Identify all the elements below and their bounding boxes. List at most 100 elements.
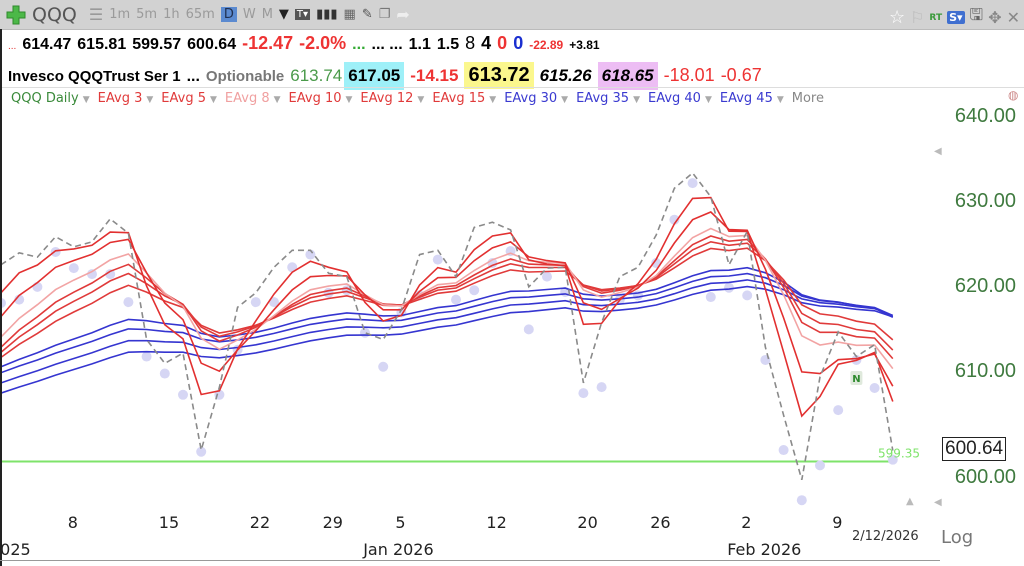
low-dot — [469, 285, 480, 296]
close-icon[interactable]: ✕ — [1006, 8, 1020, 27]
legend-label: EAvg 45 — [719, 91, 773, 106]
timeframe-1h[interactable]: 1h — [163, 7, 180, 22]
low-dot — [705, 292, 716, 303]
month-label: Feb 2026 — [727, 540, 802, 559]
legend-eavg-15[interactable]: EAvg 15 ▼ — [432, 91, 496, 106]
low-dot — [523, 324, 534, 335]
ema-30-line — [2, 266, 894, 368]
legend-label: EAvg 3 — [97, 91, 143, 106]
low-dot — [887, 454, 898, 465]
dots-green: ... — [352, 36, 366, 53]
timeframe-1m[interactable]: 1m — [109, 7, 131, 22]
symbol-label[interactable]: QQQ — [32, 3, 77, 26]
low-dot — [432, 254, 443, 265]
legend-label: EAvg 5 — [161, 91, 206, 106]
current-date: 2/12/2026 — [852, 529, 919, 544]
legend-main-label: QQQ Daily — [11, 91, 79, 106]
legend-main[interactable]: QQQ Daily ▼ — [11, 91, 90, 106]
timeframe-dropdown-icon[interactable]: ▼ — [278, 7, 289, 22]
legend-eavg-45[interactable]: EAvg 45 ▼ — [720, 91, 784, 106]
legend-eavg-5[interactable]: EAvg 5 ▼ — [161, 91, 217, 106]
low-dot — [760, 354, 771, 365]
low-dot — [596, 382, 607, 393]
support-line-label: 599.35 — [878, 447, 920, 461]
legend-eavg-3[interactable]: EAvg 3 ▼ — [98, 91, 154, 106]
legend-label: EAvg 30 — [504, 91, 558, 106]
price-change: -12.47 — [242, 33, 294, 53]
menu-icon[interactable]: ☰ — [88, 5, 104, 24]
share-arrow-icon[interactable]: ➦ — [396, 5, 410, 24]
legend-eavg-30[interactable]: EAvg 30 ▼ — [504, 91, 568, 106]
y-axis-label: 620.00 — [954, 275, 1016, 297]
plot-area: N 599.35 — [2, 171, 920, 506]
x-axis-label: 8 — [67, 513, 78, 532]
low-dot — [360, 327, 370, 338]
legend-label: EAvg 40 — [647, 91, 701, 106]
scroll-up-icon[interactable]: ▲ — [906, 496, 914, 507]
chevron-down-icon[interactable]: ▼ — [633, 95, 640, 105]
legend-eavg-40[interactable]: EAvg 40 ▼ — [648, 91, 712, 106]
save-icon[interactable]: 🖫 — [969, 5, 984, 24]
timeframe-65m[interactable]: 65m — [185, 7, 215, 22]
legend-eavg-12[interactable]: EAvg 12 ▼ — [360, 91, 424, 106]
price-change-pct: -2.0% — [299, 33, 347, 53]
value-p1: 613.74 — [290, 66, 343, 85]
x-axis-label: 26 — [650, 513, 671, 532]
x-axis-label: 22 — [249, 513, 271, 532]
legend-eavg-10[interactable]: EAvg 10 ▼ — [289, 91, 353, 106]
layers-icon[interactable]: ❐ — [378, 7, 391, 22]
low-dot — [87, 269, 97, 280]
ema-35-line — [2, 272, 894, 374]
flag-icon[interactable]: ⚐ — [910, 8, 925, 27]
timeframe-w[interactable]: W — [242, 7, 256, 22]
ema-5-line — [2, 211, 894, 387]
chevron-down-icon[interactable]: ▼ — [82, 95, 90, 105]
value-p4: 613.72 — [464, 62, 534, 89]
add-symbol-icon[interactable] — [6, 5, 26, 25]
pencil-icon[interactable]: ✎ — [361, 7, 373, 22]
grid-add-icon[interactable]: ▦ — [343, 7, 356, 22]
legend-label: EAvg 10 — [288, 91, 342, 106]
s-dropdown-button[interactable]: S▾ — [947, 11, 965, 24]
chevron-down-icon[interactable]: ▼ — [776, 95, 784, 105]
timeframe-d[interactable]: D — [220, 7, 237, 22]
value-p5: 615.26 — [539, 66, 592, 85]
chevron-down-icon[interactable]: ▼ — [345, 95, 353, 105]
low-dot — [305, 249, 316, 260]
low-dot — [159, 368, 170, 379]
timeframe-m[interactable]: M — [261, 7, 273, 22]
chevron-down-icon[interactable]: ▼ — [561, 95, 569, 105]
news-marker[interactable]: N — [852, 374, 860, 385]
scroll-left-icon[interactable]: ◀ — [934, 146, 942, 157]
quote-row-ohlc: ... 614.47 615.81 599.57 600.64 -12.47 -… — [8, 33, 606, 54]
low-price: 599.57 — [132, 36, 182, 53]
chevron-down-icon[interactable]: ▼ — [489, 95, 497, 105]
legend-eavg-35[interactable]: EAvg 35 ▼ — [576, 91, 640, 106]
chevron-down-icon[interactable]: ▼ — [417, 95, 425, 105]
value-p2: 617.05 — [344, 62, 405, 90]
x-axis-label: 5 — [395, 513, 406, 532]
move-icon[interactable]: ✥ — [988, 8, 1002, 27]
star-icon[interactable]: ☆ — [888, 7, 906, 28]
ema-40-line — [2, 279, 894, 384]
legend-eavg-8[interactable]: EAvg 8 ▼ — [225, 91, 281, 106]
chart-type-icon[interactable]: T▾ — [294, 9, 311, 20]
value-p3: -14.15 — [410, 66, 459, 85]
timeframe-5m[interactable]: 5m — [136, 7, 158, 22]
scroll-left-icon[interactable]: ◀ — [934, 497, 942, 508]
log-scale-toggle[interactable]: Log — [941, 527, 974, 548]
chevron-down-icon[interactable]: ▼ — [273, 95, 281, 105]
realtime-badge[interactable]: RT — [929, 12, 943, 23]
legend-more-button[interactable]: More — [791, 91, 824, 106]
chevron-down-icon[interactable]: ▼ — [209, 95, 217, 105]
info-dots[interactable]: ... — [186, 68, 200, 85]
count-1: 8 — [465, 33, 476, 53]
menu-dots[interactable]: ... — [8, 41, 17, 52]
bar-chart-icon[interactable]: ▮▮▮ — [316, 7, 338, 22]
settings-icon[interactable]: ◍ — [1008, 88, 1019, 102]
security-name: Invesco QQQTrust Ser 1 — [8, 68, 181, 85]
legend-label: EAvg 8 — [224, 91, 270, 106]
chevron-down-icon[interactable]: ▼ — [704, 95, 712, 105]
chevron-down-icon[interactable]: ▼ — [146, 95, 154, 105]
